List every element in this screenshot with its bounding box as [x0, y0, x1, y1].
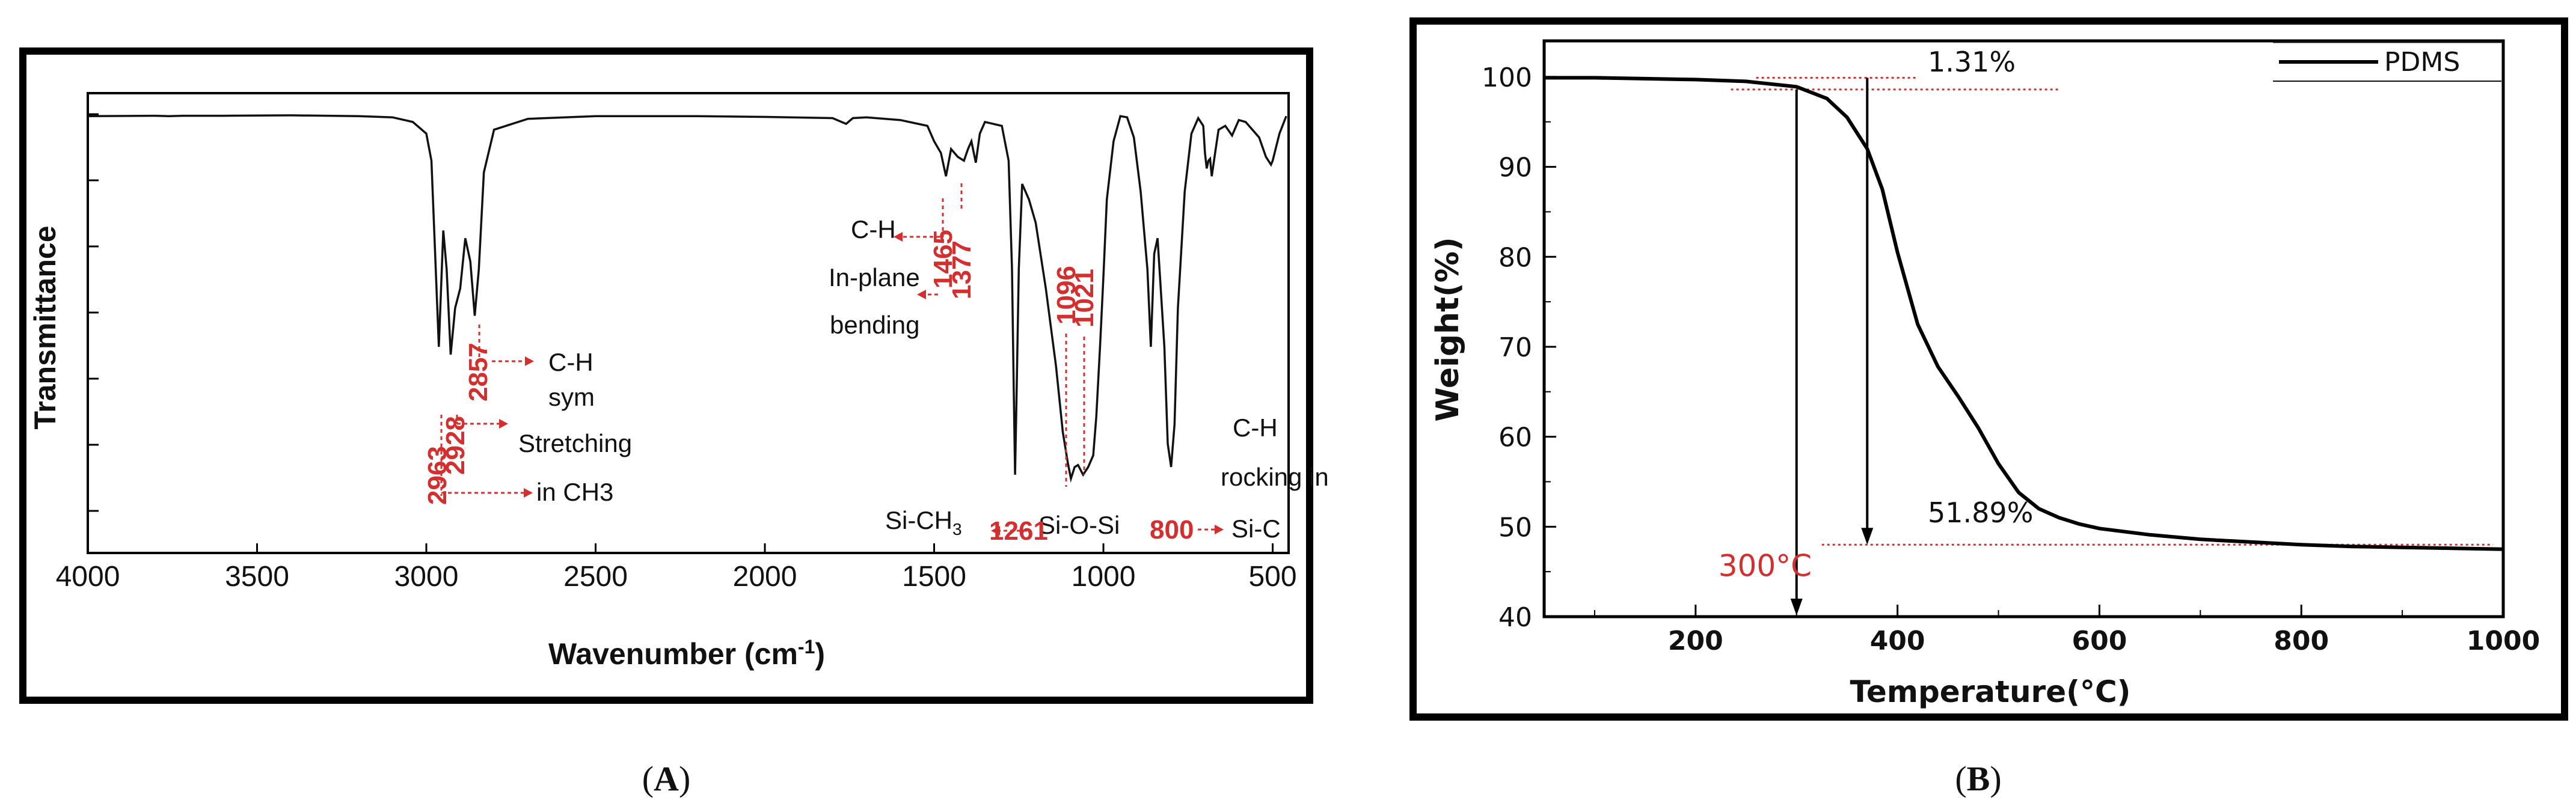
tga-x-tick-label: 400: [1870, 626, 1925, 656]
tga-x-ticks: 200 400 600 800 1000: [1593, 605, 2540, 656]
ftir-x-tick-label: 3000: [394, 561, 459, 593]
ftir-x-tick-label: 4000: [56, 561, 120, 593]
ftir-si-c-rocking-annotation: 800 Si-C C-H rocking in: [1150, 414, 1329, 545]
ftir-label-si-ch3: Si-CH3: [885, 506, 962, 539]
ftir-peak-label-1377: 1377: [947, 240, 977, 299]
ftir-peak-label-1096: 1096: [1052, 266, 1081, 325]
tga-onset-arrowhead: [1790, 599, 1803, 615]
tga-y-tick-label: 90: [1498, 153, 1532, 183]
ftir-label-stretching: Stretching: [518, 429, 632, 457]
tga-y-tick-label: 40: [1498, 602, 1532, 633]
ftir-inplane-bending-annotation: 1465 1377 C-H In-plane bending: [829, 183, 977, 339]
ftir-y-axis-label: Transmittance: [28, 225, 62, 429]
ftir-si-o-si-annotation: 1096 1021 Si-O-Si: [1038, 266, 1120, 539]
ftir-x-tick-label: 1500: [902, 561, 966, 593]
ftir-peak-label-2928: 2928: [441, 416, 470, 475]
ftir-x-tick-label: 500: [1248, 561, 1296, 593]
ftir-arrowhead-cs-2: [499, 419, 508, 429]
tga-legend-label-pdms: PDMS: [2384, 47, 2460, 78]
ftir-label-ch: C-H: [548, 348, 593, 376]
tga-panel-border: [1409, 17, 2568, 721]
tga-y-ticks: 40 50 60 70 80 90 100: [1482, 63, 1556, 633]
tga-y-tick-label: 70: [1498, 332, 1532, 363]
ftir-x-tick-label: 1000: [1072, 561, 1136, 593]
tga-legend: PDMS: [2273, 41, 2501, 82]
ftir-peak-label-800: 800: [1150, 515, 1194, 545]
tga-x-tick-label: 800: [2274, 626, 2329, 656]
ftir-x-ticks: 4000 3500 3000 2500 2000 1500 1000 500: [56, 543, 1297, 593]
ftir-x-tick-label: 2000: [733, 561, 797, 593]
tga-annotation-onset-temp: 300°C: [1719, 549, 1812, 584]
tga-y-tick-label: 100: [1482, 63, 1532, 93]
ftir-label-ch-bending: C-H: [851, 215, 896, 243]
ftir-si-ch3-annotation: Si-CH3 1261: [885, 506, 1048, 546]
tga-max-rate-arrowhead: [1861, 528, 1874, 545]
ftir-arrowhead-cs-1: [525, 356, 534, 366]
tga-y-axis-label: Weight(%): [1430, 237, 1466, 421]
ftir-peak-label-1261: 1261: [989, 516, 1048, 546]
tga-x-tick-label: 200: [1668, 626, 1723, 656]
ftir-arrowhead-sich3: [991, 526, 1000, 536]
tga-plot-frame: [1542, 39, 2505, 618]
ftir-x-tick-label: 2500: [563, 561, 628, 593]
ftir-panel: 4000 3500 3000 2500 2000 1500 1000 500 Transmit…: [19, 47, 1329, 798]
ftir-plot-frame: [87, 92, 1290, 554]
tga-x-tick-label: 600: [2072, 626, 2127, 656]
ftir-peak-label-1465: 1465: [928, 230, 958, 289]
ftir-ch3-stretching-annotation: 2963 2928 2857 C-H sym Stretching in CH3: [423, 325, 632, 506]
tga-panel-label: (B): [1955, 759, 2001, 798]
ftir-label-rocking-in: rocking in: [1221, 463, 1329, 491]
tga-annotation-weight-loss: 1.31%: [1928, 46, 2016, 78]
ftir-arrowhead-ib-2: [917, 290, 926, 299]
ftir-spectrum-line: [87, 114, 1287, 483]
ftir-label-bending: bending: [830, 311, 919, 339]
ftir-label-si-c: Si-C: [1231, 514, 1281, 543]
ftir-label-in-ch3: in CH3: [536, 478, 613, 506]
ftir-arrowhead-sic: [1215, 525, 1224, 534]
ftir-label-si-o-si: Si-O-Si: [1038, 511, 1120, 539]
ftir-x-axis-label: Wavenumber (cm-1): [548, 636, 825, 671]
tga-annotation-residue: 51.89%: [1928, 496, 2033, 529]
ftir-label-in-plane: In-plane: [829, 263, 920, 292]
tga-y-tick-label: 80: [1498, 242, 1532, 273]
ftir-label-ch-rocking: C-H: [1233, 414, 1278, 442]
ftir-y-ticks: [88, 113, 99, 512]
ftir-panel-label: (A): [642, 759, 691, 798]
ftir-arrowhead-cs-3: [524, 488, 533, 498]
tga-x-axis-label: Temperature(°C): [1850, 674, 2130, 709]
tga-y-tick-label: 50: [1498, 512, 1532, 543]
ftir-x-tick-label: 3500: [225, 561, 289, 593]
tga-weight-curve: [1544, 76, 2504, 551]
tga-y-tick-label: 60: [1498, 423, 1532, 453]
ftir-arrowhead-ib-1: [894, 232, 903, 242]
tga-x-tick-label: 1000: [2467, 626, 2540, 656]
ftir-peak-label-2963: 2963: [423, 446, 452, 505]
ftir-panel-border: [19, 47, 1313, 704]
ftir-peak-label-1021: 1021: [1070, 269, 1099, 328]
ftir-label-sym: sym: [548, 383, 595, 411]
tga-panel: 40 50 60 70 80 90 100 200 400 600 800 1000 1.31% 5…: [1409, 17, 2568, 798]
ftir-peak-label-2857: 2857: [464, 343, 493, 401]
